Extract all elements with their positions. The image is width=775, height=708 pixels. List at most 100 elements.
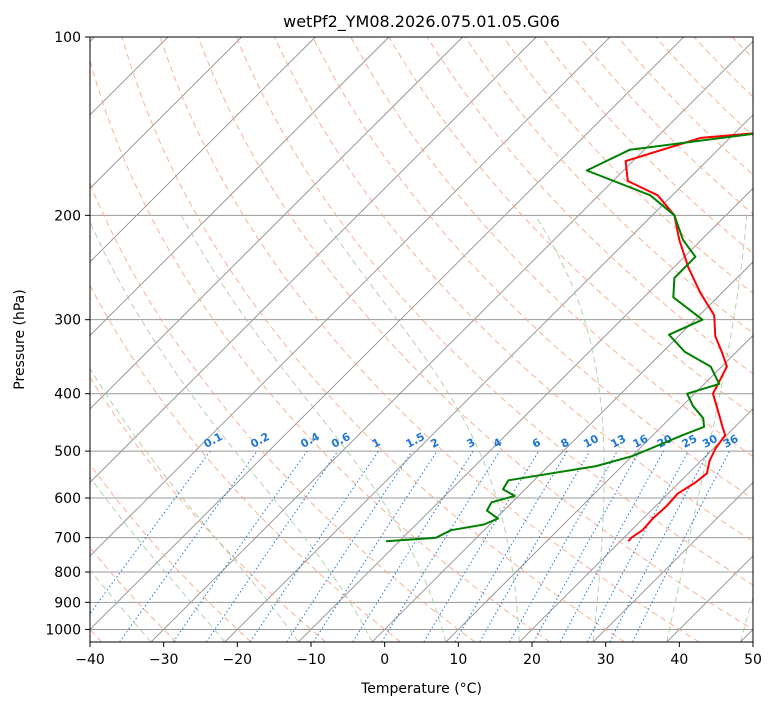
- dry-adiabat-line: [617, 37, 753, 176]
- dry-adiabat-line: [90, 182, 476, 642]
- x-axis-label: Temperature (°C): [360, 681, 482, 697]
- dry-adiabat-line: [236, 37, 753, 586]
- mixing-ratio-label: 16: [631, 432, 651, 451]
- moist-adiabat-line: [320, 215, 520, 642]
- isotherm-line: [519, 408, 753, 642]
- isotherm-line: [740, 628, 753, 642]
- moist-adiabat-line: [90, 476, 226, 642]
- y-tick-label: 100: [54, 30, 81, 46]
- mixing-ratio-label: 30: [700, 432, 720, 451]
- y-tick-label: 700: [54, 531, 81, 547]
- x-tick-label: −30: [149, 652, 179, 668]
- moist-adiabat-line: [739, 595, 753, 642]
- temperature-profile-line: [624, 132, 753, 542]
- plot-area: 0.1 0.2 0.4 0.6 1 1.5 2 3 4 6 8 10 13 16 20 25 30 36-100-…: [90, 37, 775, 642]
- mixing-ratio-label: 2: [428, 436, 441, 451]
- y-tick-label: 1000: [45, 622, 81, 638]
- dry-adiabat-label: -80: [765, 134, 775, 158]
- y-axis-label: Pressure (hPa): [12, 289, 28, 389]
- y-tick-label: 400: [54, 387, 81, 403]
- dry-adiabat-line: [693, 37, 753, 98]
- isotherm-line: [592, 481, 753, 642]
- x-tick-label: 10: [449, 652, 467, 668]
- dry-adiabat-line: [121, 37, 625, 642]
- moist-adiabat-line: [666, 215, 748, 642]
- dry-adiabat-line: [731, 37, 753, 59]
- mixing-ratio-label: 0.1: [202, 430, 225, 451]
- dry-adiabat-line: [464, 37, 753, 334]
- mixing-ratio-label: 0.2: [248, 430, 271, 451]
- mixing-ratio-line: [172, 450, 308, 642]
- mixing-ratio-line: [205, 450, 339, 642]
- isotherm-line: [445, 334, 753, 642]
- dewpoint-profile-line: [385, 132, 753, 543]
- x-tick-label: −20: [223, 652, 253, 668]
- mixing-ratio-label: 13: [609, 432, 629, 451]
- mixing-ratio-line: [509, 450, 618, 642]
- isotherm-line: [90, 37, 243, 190]
- moist-adiabat-line: [535, 215, 605, 642]
- plot-frame: [89, 36, 754, 643]
- dry-adiabat-line: [90, 376, 327, 642]
- mixing-ratio-label: 25: [680, 432, 700, 451]
- isotherm-line: [150, 40, 753, 642]
- mixing-ratio-line: [286, 450, 413, 642]
- dry-adiabat-line: [159, 37, 700, 642]
- mixing-ratio-line: [533, 450, 640, 642]
- dry-adiabat-line: [90, 284, 401, 642]
- x-tick-label: 0: [380, 652, 389, 668]
- mixing-ratio-line: [90, 450, 211, 615]
- dry-adiabat-line: [90, 463, 252, 642]
- mixing-ratio-line: [313, 450, 438, 642]
- mixing-ratio-line: [249, 450, 379, 642]
- isotherm-line: [90, 37, 685, 631]
- y-tick-label: 800: [54, 565, 81, 581]
- dry-adiabat-line: [312, 37, 753, 500]
- y-tick-label: 200: [54, 208, 81, 224]
- isotherm-line: [666, 555, 753, 642]
- mixing-ratio-line: [119, 450, 258, 642]
- x-tick-label: 30: [597, 652, 615, 668]
- y-tick-label: 600: [54, 491, 81, 507]
- x-tick-label: 20: [523, 652, 541, 668]
- mixing-ratio-line: [352, 450, 474, 642]
- x-tick-label: −40: [75, 652, 105, 668]
- mixing-ratio-label: 20: [655, 432, 675, 451]
- mixing-ratio-label: 0.6: [329, 430, 353, 451]
- dry-adiabat-line: [502, 37, 753, 294]
- y-tick-label: 500: [54, 444, 81, 460]
- isotherm-line: [90, 37, 316, 263]
- isotherm-line: [90, 37, 611, 557]
- dry-adiabat-line: [274, 37, 753, 543]
- y-tick-label: 900: [54, 595, 81, 611]
- moist-adiabat-line: [181, 215, 447, 642]
- mixing-ratio-line: [423, 450, 540, 642]
- x-tick-label: 40: [670, 652, 688, 668]
- isotherm-line: [371, 261, 753, 642]
- chart-title: wetPf2_YM08.2026.075.01.05.G06: [283, 12, 560, 32]
- dry-adiabat-line: [350, 37, 753, 458]
- moist-adiabat-line: [90, 367, 299, 642]
- moist-adiabat-line: [90, 220, 373, 642]
- mixing-ratio-label: 1.5: [404, 430, 427, 451]
- mixing-ratio-line: [559, 450, 665, 642]
- isotherm-line: [90, 37, 390, 337]
- isotherm-line: [90, 37, 464, 410]
- mixing-ratio-label: 10: [581, 432, 601, 451]
- mixing-ratio-line: [586, 450, 689, 642]
- x-tick-label: −10: [296, 652, 326, 668]
- mixing-ratio-label: 36: [721, 432, 741, 451]
- y-tick-label: 300: [54, 313, 81, 329]
- isotherm-line: [90, 37, 537, 484]
- dry-adiabat-label: -90: [758, 97, 775, 121]
- mixing-ratio-line: [632, 450, 731, 642]
- mixing-ratio-label: 6: [530, 436, 543, 451]
- x-tick-label: 50: [744, 652, 762, 668]
- dry-adiabat-line: [197, 37, 753, 630]
- mixing-ratio-label: 8: [559, 436, 572, 451]
- dry-adiabat-line: [770, 37, 775, 642]
- mixing-ratio-line: [381, 450, 501, 642]
- dry-adiabat-line: [90, 58, 551, 642]
